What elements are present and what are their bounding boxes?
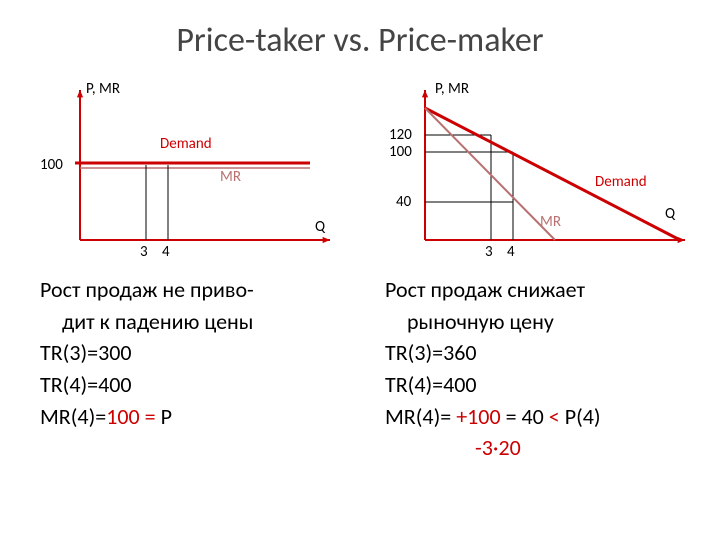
xtick-3: 3 [140,243,148,261]
demand-label: Demand [595,173,647,191]
xtick-3: 3 [485,243,493,261]
line3: TR(4)=400 [40,370,360,400]
line3: TR(4)=400 [385,370,705,400]
line5: -3·20 [385,433,705,463]
demand-label: Demand [160,135,212,153]
mr-label: MR [220,168,241,186]
line4: MR(4)= +100 = 40 < P(4) [385,402,705,432]
x-axis-label: Q [315,218,325,236]
ytick-100: 100 [389,143,412,161]
mr4-post: P(4) [560,403,601,430]
price-taker-chart: P, MR Q 100 3 4 Demand MR [40,80,340,260]
line1a: Рост продаж снижает [385,275,705,305]
xtick-4: 4 [507,243,515,261]
ytick-120: 120 [389,126,412,144]
price-maker-text: Рост продаж снижает рыночную цену TR(3)=… [385,275,705,465]
mr4-red2: < [549,403,560,430]
mr4-red: 100 = [106,403,160,430]
slide-title: Price-taker vs. Price-maker [0,20,720,61]
price-taker-text: Рост продаж не приво- дит к падению цены… [40,275,360,433]
y-axis-label: P, MR [435,80,469,98]
line1b: рыночную цену [385,307,705,337]
line2: TR(3)=360 [385,338,705,368]
line2: TR(3)=300 [40,338,360,368]
charts: P, MR Q 100 3 4 Demand MR P, MR Q 120 10… [0,80,720,265]
ytick-40: 40 [396,193,411,211]
mr4-pre: MR(4)= [385,403,456,430]
line1b: дит к падению цены [40,307,360,337]
mr4-mid: = 40 [506,403,549,430]
ytick-100: 100 [40,156,63,174]
price-maker-chart: P, MR Q 120 100 40 3 4 Demand MR [385,80,685,260]
mr-label: MR [540,213,561,231]
mr4-pre: MR(4)= [40,403,106,430]
x-axis-label: Q [665,205,675,223]
mr4-red1: +100 [456,403,505,430]
mr4-post: Р [161,403,172,430]
y-axis-label: P, MR [86,80,120,98]
line4: MR(4)=100 = Р [40,402,360,432]
line1a: Рост продаж не приво- [40,275,360,305]
xtick-4: 4 [162,243,170,261]
